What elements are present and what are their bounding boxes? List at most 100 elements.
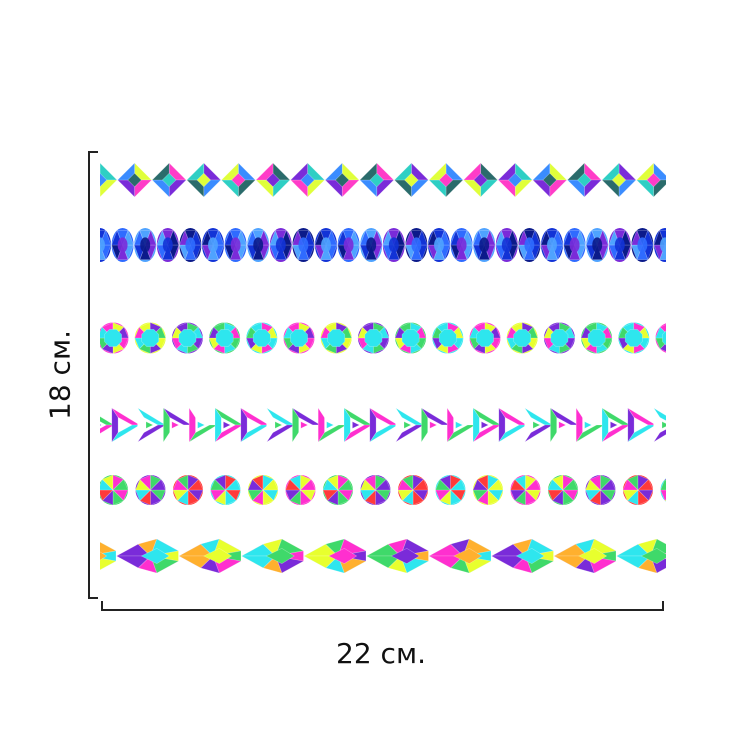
round-gem xyxy=(134,322,167,354)
oval-gem xyxy=(517,228,541,262)
rhombus-gem xyxy=(255,162,291,198)
oval-gem xyxy=(427,228,451,262)
oval-gem xyxy=(337,228,361,262)
round-gem xyxy=(543,322,576,354)
round-gem xyxy=(394,322,427,354)
oval-gem xyxy=(585,228,609,262)
rhombus-gem xyxy=(671,163,705,197)
round-gem xyxy=(506,322,539,354)
triangle-gem xyxy=(395,406,425,444)
oval-gem xyxy=(246,228,270,262)
oval-gem xyxy=(314,228,338,262)
triangle-gem xyxy=(627,406,657,444)
round-gem xyxy=(245,322,278,354)
round-gem xyxy=(617,322,650,354)
round-faceted-gem xyxy=(622,474,654,506)
rhombus-gem xyxy=(428,162,464,198)
pear-gem xyxy=(178,538,242,574)
round-gem xyxy=(320,322,353,354)
round-faceted-gem xyxy=(472,474,504,506)
round-gem xyxy=(100,322,129,354)
round-faceted-gem xyxy=(510,474,541,506)
round-faceted-gem xyxy=(397,474,429,506)
pear-gem xyxy=(100,541,117,571)
height-dimension-label: 18 см. xyxy=(43,330,77,420)
pear-gem xyxy=(615,538,666,574)
oval-gem xyxy=(495,228,519,262)
oval-gem xyxy=(608,228,632,262)
round-gem xyxy=(655,323,666,353)
triangle-gem xyxy=(137,406,167,444)
triangle-gem xyxy=(472,406,503,444)
rhombus-gem xyxy=(601,162,637,198)
triangle-gem xyxy=(111,406,141,444)
oval-gem xyxy=(653,228,666,262)
pear-gem xyxy=(303,538,367,574)
oval-gem xyxy=(450,228,474,262)
rhombus-gem xyxy=(532,162,568,198)
triangle-gem xyxy=(575,406,606,444)
oval-gem xyxy=(677,228,699,262)
triangle-gem xyxy=(188,406,219,444)
round-faceted-gem xyxy=(100,474,129,506)
oval-gem xyxy=(291,228,315,262)
rhombus-gem xyxy=(151,162,187,198)
triangle-gem xyxy=(292,406,322,444)
round-gem xyxy=(469,322,501,354)
width-dimension-bracket xyxy=(101,601,664,611)
oval-gem xyxy=(359,228,383,262)
triangle-gem xyxy=(214,406,245,444)
oval-gem xyxy=(563,228,587,262)
oval-gem xyxy=(156,228,180,262)
round-gem xyxy=(580,322,613,354)
rhombus-gem xyxy=(186,162,222,198)
triangle-gem xyxy=(653,406,666,444)
triangle-gem xyxy=(317,406,348,444)
width-dimension-label: 22 см. xyxy=(336,637,426,670)
round-faceted-gem xyxy=(322,474,354,506)
rhombus-gem xyxy=(566,162,603,198)
gem-rows xyxy=(100,162,705,574)
oval-gem xyxy=(133,228,157,262)
triangle-gem xyxy=(550,406,580,444)
triangle-gem xyxy=(163,406,193,444)
pear-gem xyxy=(490,538,555,574)
oval-gem xyxy=(472,228,496,262)
rhombus-gem xyxy=(393,162,430,198)
round-gem xyxy=(208,322,241,354)
triangle-gem xyxy=(343,406,374,444)
rhombus-gem xyxy=(100,162,118,198)
oval-gem xyxy=(269,228,293,262)
oval-gem xyxy=(382,228,406,262)
round-faceted-gem xyxy=(660,478,666,502)
round-gem xyxy=(283,322,315,354)
round-gem xyxy=(171,322,204,354)
oval-gem xyxy=(111,228,135,262)
triangle-gem xyxy=(100,416,116,434)
oval-gem xyxy=(540,228,564,262)
oval-gem xyxy=(100,228,112,262)
pear-gem xyxy=(428,538,492,574)
rhombus-gem xyxy=(220,162,257,198)
pear-gem xyxy=(115,538,180,574)
round-faceted-gem xyxy=(285,474,316,506)
round-faceted-gem xyxy=(435,474,466,506)
round-faceted-gem xyxy=(135,474,166,506)
rhombus-gem xyxy=(359,162,395,198)
round-faceted-gem xyxy=(210,474,241,506)
round-faceted-gem xyxy=(360,474,391,506)
round-faceted-gem xyxy=(547,474,579,506)
pear-gem xyxy=(240,538,305,574)
oval-gem xyxy=(630,228,654,262)
triangle-gem xyxy=(446,406,477,444)
triangle-gem xyxy=(240,406,270,444)
round-gem xyxy=(431,322,464,354)
triangle-gem xyxy=(369,406,399,444)
pear-gem xyxy=(365,538,430,574)
rhombus-gem xyxy=(324,162,360,198)
rhombus-gem xyxy=(289,162,326,198)
pear-gem xyxy=(553,538,617,574)
round-faceted-gem xyxy=(247,474,279,506)
round-faceted-gem xyxy=(172,474,204,506)
oval-gem xyxy=(201,228,225,262)
